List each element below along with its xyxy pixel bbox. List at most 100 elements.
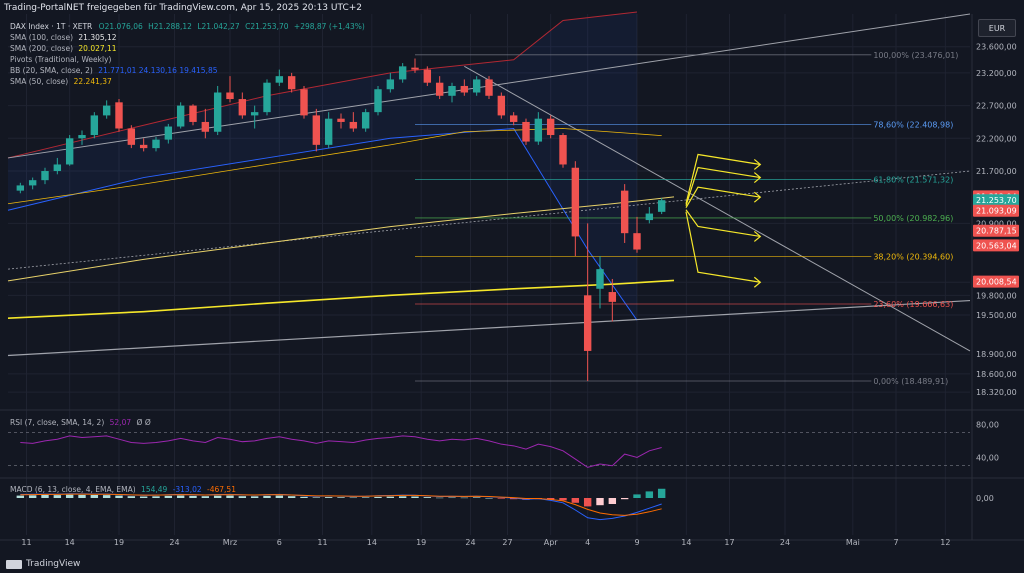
candle-body [300,89,308,116]
macd-histogram-bar [386,496,395,498]
macd-histogram-bar [645,491,654,498]
candle-body [620,190,629,234]
macd-histogram-bar [546,498,555,500]
macd-histogram-bar [472,497,481,498]
candle-body [312,115,321,145]
legend-macd[interactable]: MACD (6, 13, close, 4, EMA, EMA) 154,49 … [10,485,236,494]
macd-histogram-bar [559,498,567,501]
legend-pivots[interactable]: Pivots (Traditional, Weekly) [10,55,111,64]
chart-share-title: Trading-PortalNET freigegeben für Tradin… [4,3,362,13]
candle-body [485,79,493,96]
candle-body [115,102,123,129]
time-tick-label: 4 [585,538,590,547]
projection-arrow [685,211,761,283]
candle-body [559,135,567,165]
macd-histogram-bar [226,495,234,498]
tradingview-brand-text: TradingView [26,559,81,569]
time-tick-label: 14 [65,538,75,547]
candle-body [361,112,370,129]
macd-histogram-bar [287,496,296,498]
currency-button[interactable]: EUR [978,19,1016,37]
macd-histogram-bar [620,498,629,500]
fib-level-label: 23,60% (19.666,63) [873,300,953,309]
macd-panel: 0,00 [16,488,994,521]
macd-histogram-bar [374,496,382,498]
price-tag-label: 20.563,04 [976,241,1017,250]
macd-histogram-bar [411,496,419,498]
price-tick-label: 18.600,00 [976,370,1017,379]
macd-histogram-bar [497,498,506,499]
time-tick-label: Mai [846,538,860,547]
time-tick-label: 12 [940,538,950,547]
candle-body [164,126,173,140]
candle-body [423,69,432,83]
candle-body [287,76,296,90]
candle-body [497,95,506,116]
legend-close: C21.253,70 [245,22,289,31]
price-axis[interactable]: 23.600,00 23.200,00 22.700,00 22.200,00 21.7… [976,43,1017,397]
price-tick-label: 18.900,00 [976,350,1017,359]
macd-histogram-bar [608,498,617,504]
time-tick-label: Apr [544,538,559,547]
time-tick-label: 19 [416,538,426,547]
fibonacci-levels: 100,00% (23.476,01) 78,60% (22.408,98) 61,… [415,51,958,386]
projection-arrow [685,153,761,204]
candle-body [275,76,284,83]
price-tick-label: 23.200,00 [976,69,1017,78]
candle-body [349,121,358,129]
macd-tick-label: 0,00 [976,494,994,503]
rsi-tick-label: 40,00 [976,453,999,462]
macd-histogram-bar [509,498,518,500]
legend-rsi[interactable]: RSI (7, close, SMA, 14, 2) 52,07 Ø Ø [10,418,151,427]
fib-level-label: 61,80% (21.571,32) [873,175,953,184]
legend-low: L21.042,27 [197,22,240,31]
candle-body [337,118,345,122]
down-trend-line [464,65,971,352]
legend-sma50[interactable]: SMA (50, close) 22.241,37 [10,77,112,86]
fib-level-label: 50,00% (20.982,96) [873,214,953,223]
candle-body [201,121,210,132]
candle-body [65,138,74,165]
price-tick-label: 21.700,00 [976,167,1017,176]
macd-histogram-bar [16,495,25,498]
macd-histogram-bar [238,496,247,498]
fib-level-label: 0,00% (18.489,91) [873,377,948,386]
legend-macd-line: -313,02 [172,485,202,494]
time-tick-label: 11 [317,538,327,547]
legend-open: O21.076,06 [98,22,143,31]
price-tick-label: 22.200,00 [976,134,1017,143]
price-tag-label: 21.093,09 [976,207,1017,216]
rsi-line [20,435,662,468]
price-tick-label: 23.600,00 [976,43,1017,52]
sma200-line [7,279,675,320]
candle-body [386,79,395,90]
legend-bb[interactable]: BB (20, SMA, close, 2) 21.771,01 24.130,… [10,66,218,75]
projection-arrow-head [753,172,762,184]
candle-body [16,185,25,191]
candle-body [102,105,111,116]
macd-histogram-bar [423,497,432,498]
macd-histogram-bar [571,498,580,503]
candle-body [189,105,197,122]
macd-histogram-bar [127,496,136,498]
legend-sma100-label: SMA (100, close) [10,33,73,42]
candle-body [127,128,136,145]
price-tick-label: 18.320,00 [976,388,1017,397]
macd-histogram-bar [275,495,284,498]
time-tick-label: 9 [634,538,639,547]
time-tick-label: 24 [780,538,790,547]
legend-rsi-label: RSI (7, close, SMA, 14, 2) [10,418,105,427]
candle-body [435,82,444,96]
legend-sma100[interactable]: SMA (100, close) 21.305,12 [10,33,117,42]
time-axis[interactable]: 11 14 19 24 Mrz 6 11 14 19 24 27 Apr 4 9 14 17 24 Mai 7 12 [21,538,950,547]
legend-sma200-label: SMA (200, close) [10,44,73,53]
projection-arrow [685,166,761,206]
macd-histogram-bar [398,496,407,498]
rsi-panel: 80,00 40,00 [8,420,999,468]
candle-body [176,105,185,127]
price-tag-box [973,239,1019,252]
macd-histogram-bar [164,495,173,498]
time-tick-label: 27 [502,538,512,547]
legend-sma200[interactable]: SMA (200, close) 20.027,11 [10,44,117,53]
